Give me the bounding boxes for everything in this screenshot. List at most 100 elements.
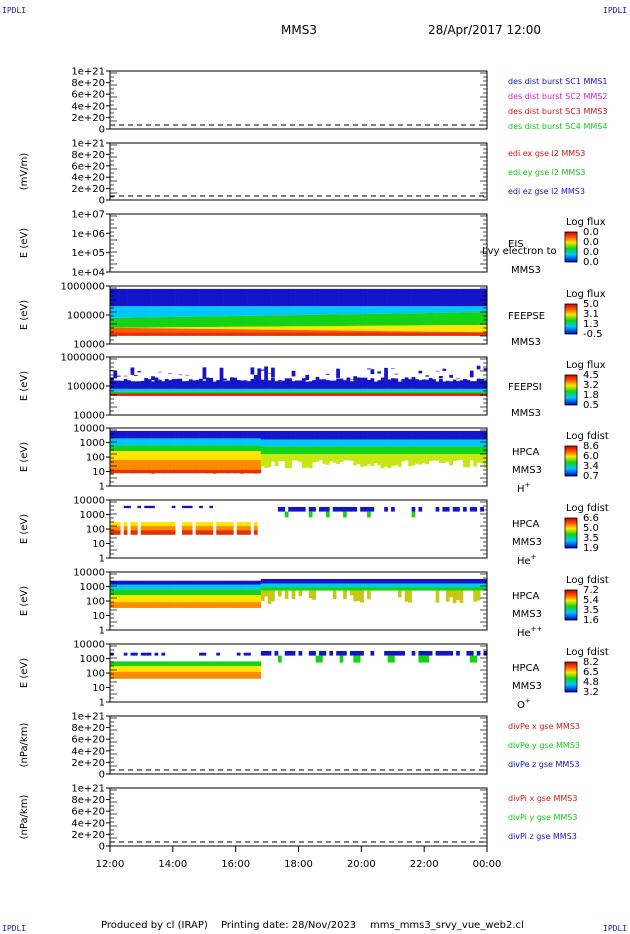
spectrogram-cell <box>202 580 207 585</box>
spectrogram-cell <box>291 393 296 396</box>
spectrogram-cell <box>439 391 443 394</box>
spectrogram-cell <box>325 314 330 327</box>
spectrogram-cell <box>370 369 375 375</box>
spectrogram-cell <box>161 666 166 672</box>
spectrogram-cell <box>247 329 251 333</box>
spectrogram-cell <box>250 589 255 596</box>
spectrogram-cell <box>339 306 344 315</box>
spectrogram-cell <box>277 391 282 394</box>
spectrogram-cell <box>133 652 138 656</box>
spectrogram-cell <box>247 595 251 603</box>
spectrogram-cell <box>157 469 162 474</box>
spectrogram-cell <box>137 288 142 307</box>
spectrogram-cell <box>181 438 186 446</box>
spectrogram-cell <box>181 306 186 317</box>
spectrogram-cell <box>370 378 375 389</box>
spectrogram-cell <box>168 380 172 389</box>
spectrogram-cell <box>236 522 241 527</box>
spectrogram-cell <box>346 377 351 381</box>
spectrogram-cell <box>349 314 354 326</box>
spectrogram-cell <box>367 511 371 518</box>
spectrogram-cell <box>123 505 128 509</box>
spectrogram-cell <box>415 313 419 326</box>
spectrogram-cell <box>120 595 125 603</box>
spectrogram-cell <box>284 378 289 379</box>
spectrogram-cell <box>267 393 272 396</box>
spectrogram-cell <box>199 316 203 328</box>
spectrogram-cell <box>367 578 371 584</box>
spectrogram-cell <box>360 650 364 656</box>
spectrogram-cell <box>154 584 159 590</box>
spectrogram-cell <box>192 328 196 333</box>
spectrogram-cell <box>137 438 142 446</box>
spectrogram-cell <box>147 451 152 460</box>
spectrogram-cell <box>421 446 426 455</box>
spectrogram-cell <box>463 332 467 333</box>
spectrogram-cell <box>291 430 296 440</box>
spectrogram-cell <box>332 391 337 394</box>
spectrogram-cell <box>250 367 255 375</box>
spectrogram-cell <box>349 583 354 588</box>
spectrogram-cell <box>469 370 474 378</box>
spectrogram-cell <box>319 506 323 512</box>
spectrogram-cell <box>428 380 433 389</box>
spectrogram-cell <box>435 306 440 313</box>
spectrogram-cell <box>480 454 484 464</box>
spectrogram-cell <box>367 379 371 389</box>
spectrogram-cell <box>336 578 340 584</box>
spectrogram-cell <box>144 530 148 535</box>
colorbar-tick-label: 4.8 <box>583 677 599 688</box>
spectrogram-cell <box>387 388 392 392</box>
spectrogram-cell <box>356 578 361 584</box>
spectrogram-cell <box>391 578 395 584</box>
spectrogram-cell <box>205 595 210 603</box>
spectrogram-cell <box>394 388 399 392</box>
colorbar-tick-label: 5.4 <box>583 595 599 606</box>
spectrogram-cell <box>110 388 114 392</box>
spectrogram-cell <box>336 446 340 455</box>
spectrogram-cell <box>277 388 282 392</box>
spectrogram-cell <box>212 388 217 392</box>
spectrogram-cell <box>315 587 320 591</box>
spectrogram-cell <box>199 652 203 656</box>
spectrogram-cell <box>305 374 310 381</box>
spectrogram-cell <box>219 445 224 452</box>
spectrogram-cell <box>370 578 375 584</box>
spectrogram-cell <box>456 454 460 461</box>
spectrogram-cell <box>346 388 351 392</box>
spectrogram-cell <box>250 430 255 439</box>
spectrogram-cell <box>343 314 347 326</box>
spectrogram-cell <box>363 430 368 440</box>
spectrogram-cell <box>277 655 282 663</box>
spectrogram-cell <box>391 332 395 336</box>
spectrogram-cell <box>205 328 210 333</box>
spectrogram-cell <box>325 430 330 440</box>
spectrogram-cell <box>404 331 409 333</box>
spectrogram-cell <box>216 438 220 446</box>
spectrogram-cell <box>253 329 258 333</box>
spectrogram-cell <box>469 312 474 325</box>
spectrogram-cell <box>195 306 200 317</box>
spectrogram-cell <box>223 329 227 333</box>
spectrogram-cell <box>229 377 234 389</box>
spectrogram-cell <box>428 583 433 588</box>
spectrogram-cell <box>127 306 131 318</box>
spectrogram-cell <box>229 329 234 333</box>
spectrogram-cell <box>209 522 214 527</box>
spectrogram-cell <box>229 589 234 596</box>
spectrogram-cell <box>343 393 347 396</box>
spectrogram-cell <box>267 391 272 394</box>
spectrogram-cell <box>435 506 440 512</box>
spectrogram-cell <box>404 590 409 602</box>
spectrogram-cell <box>209 526 214 531</box>
spectrogram-cell <box>257 438 262 446</box>
spectrogram-cell <box>343 650 347 656</box>
spectrogram-cell <box>363 325 368 331</box>
spectrogram-cell <box>291 370 296 377</box>
spectrogram-cell <box>229 316 234 327</box>
spectrogram-cell <box>120 584 125 590</box>
spectrogram-cell <box>113 522 118 527</box>
spectrogram-cell <box>147 391 152 394</box>
spectrogram-cell <box>205 377 210 389</box>
spectrogram-cell <box>428 446 433 455</box>
